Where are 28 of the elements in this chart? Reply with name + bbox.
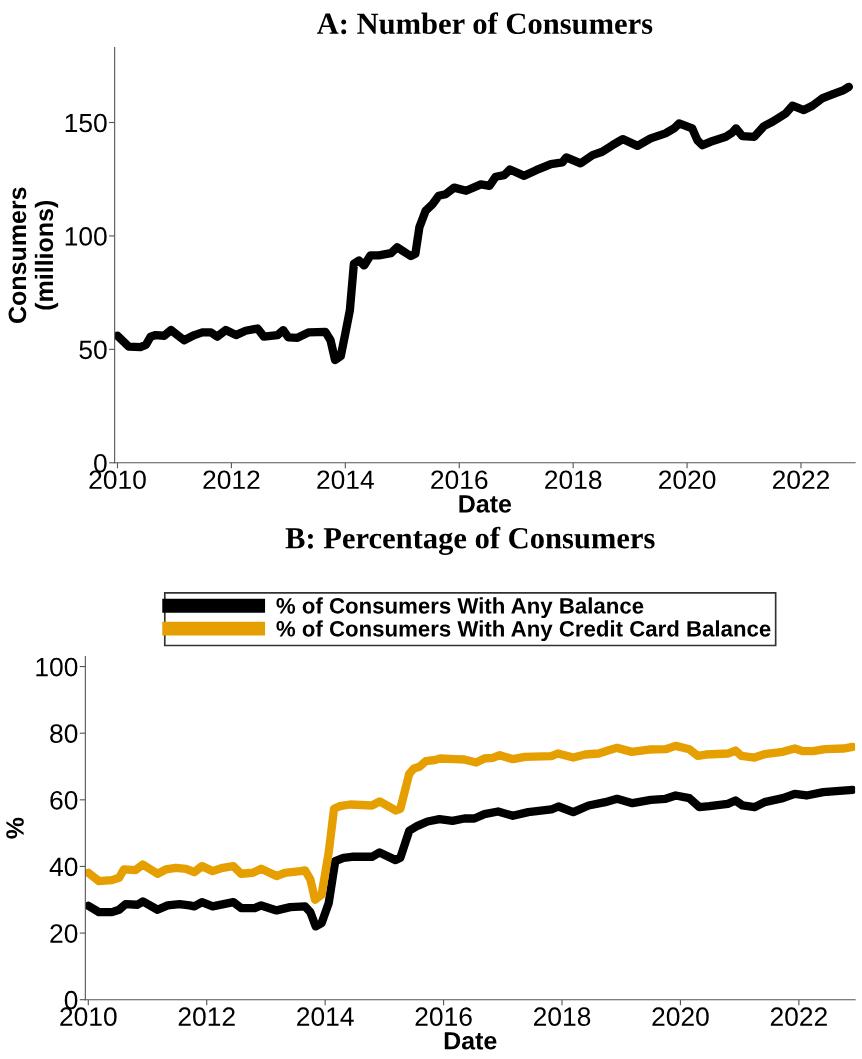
x-tick-label: 2014	[297, 1007, 354, 1027]
x-tick-label: 2022	[772, 470, 830, 490]
y-tick-label: 100	[36, 657, 78, 677]
y-tick-label: 50	[79, 340, 107, 360]
x-axis-title: Date	[444, 1032, 497, 1050]
y-tick-label: 80	[50, 724, 78, 744]
x-tick-label: 2016	[431, 470, 488, 490]
y-axis-title: Consumers (millions)	[8, 187, 59, 323]
y-tick-label: 40	[49, 857, 78, 877]
x-tick-label: 2016	[415, 1007, 472, 1027]
x-tick-label: 2012	[203, 470, 260, 490]
x-tick-label: 2014	[317, 470, 374, 490]
x-axis-title: Date	[459, 495, 512, 513]
y-tick-label: 100	[65, 227, 107, 246]
y-tick-label: 150	[65, 113, 107, 133]
x-tick-label: 2018	[533, 1007, 591, 1027]
x-tick-label: 2012	[178, 1007, 235, 1027]
x-tick-label: 2020	[659, 470, 716, 490]
x-tick-label: 2020	[652, 1007, 709, 1027]
legend-label: % of Consumers With Any Balance	[276, 597, 644, 619]
x-tick-label: 2022	[770, 1007, 827, 1027]
legend-label: % of Consumers With Any Credit Card Balance	[276, 620, 771, 642]
x-tick-label: 2018	[545, 470, 602, 490]
y-tick-label: 60	[50, 790, 78, 810]
y-tick-label: 20	[50, 924, 78, 943]
chart-title: A: Number of Consumers	[316, 12, 653, 35]
chart-title: B: Percentage of Consumers	[285, 526, 655, 555]
y-axis-title: %	[6, 817, 24, 839]
